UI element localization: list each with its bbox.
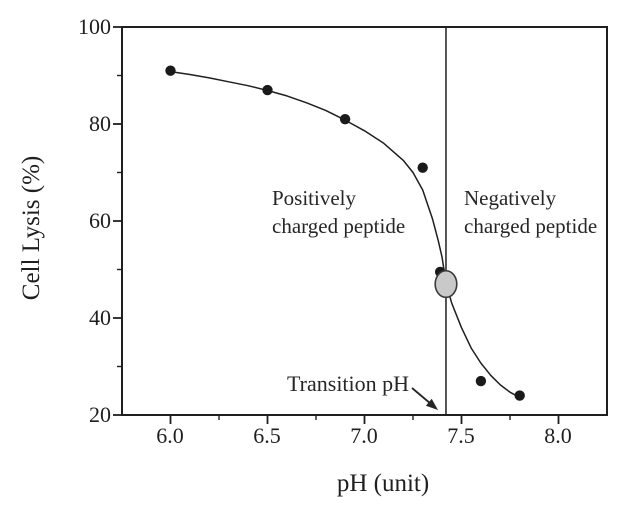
x-tick-label: 6.5	[253, 423, 281, 448]
negatively-charged-annotation: Negatively charged peptide	[464, 184, 597, 240]
data-point	[262, 84, 273, 96]
annotation-line: charged peptide	[272, 214, 406, 238]
x-tick-label: 6.0	[156, 423, 184, 448]
x-tick-label: 8.0	[544, 423, 572, 448]
data-point	[165, 65, 176, 76]
annotation-line: Negatively	[464, 186, 557, 210]
transition-arrow	[411, 387, 438, 410]
transition-ph-label: Transition pH	[287, 371, 410, 396]
annotation-line: Positively	[272, 186, 357, 210]
y-tick-label: 60	[89, 208, 111, 233]
y-tick-label: 20	[89, 402, 111, 427]
y-axis-title: Cell Lysis (%)	[18, 155, 45, 301]
x-tick-label: 7.0	[350, 423, 378, 448]
y-tick-label: 40	[89, 305, 111, 330]
data-point	[514, 390, 525, 401]
positively-charged-annotation: Positively charged peptide	[272, 184, 405, 240]
y-tick-label: 80	[89, 111, 111, 136]
x-axis-title: pH (unit)	[336, 470, 430, 497]
transition-marker	[434, 269, 458, 299]
x-tick-label: 7.5	[447, 423, 475, 448]
y-tick-label: 100	[78, 14, 111, 39]
data-point	[475, 375, 487, 387]
annotation-line: charged peptide	[464, 214, 598, 238]
fit-curve	[169, 70, 523, 400]
data-point	[417, 162, 428, 173]
data-point	[339, 113, 351, 125]
